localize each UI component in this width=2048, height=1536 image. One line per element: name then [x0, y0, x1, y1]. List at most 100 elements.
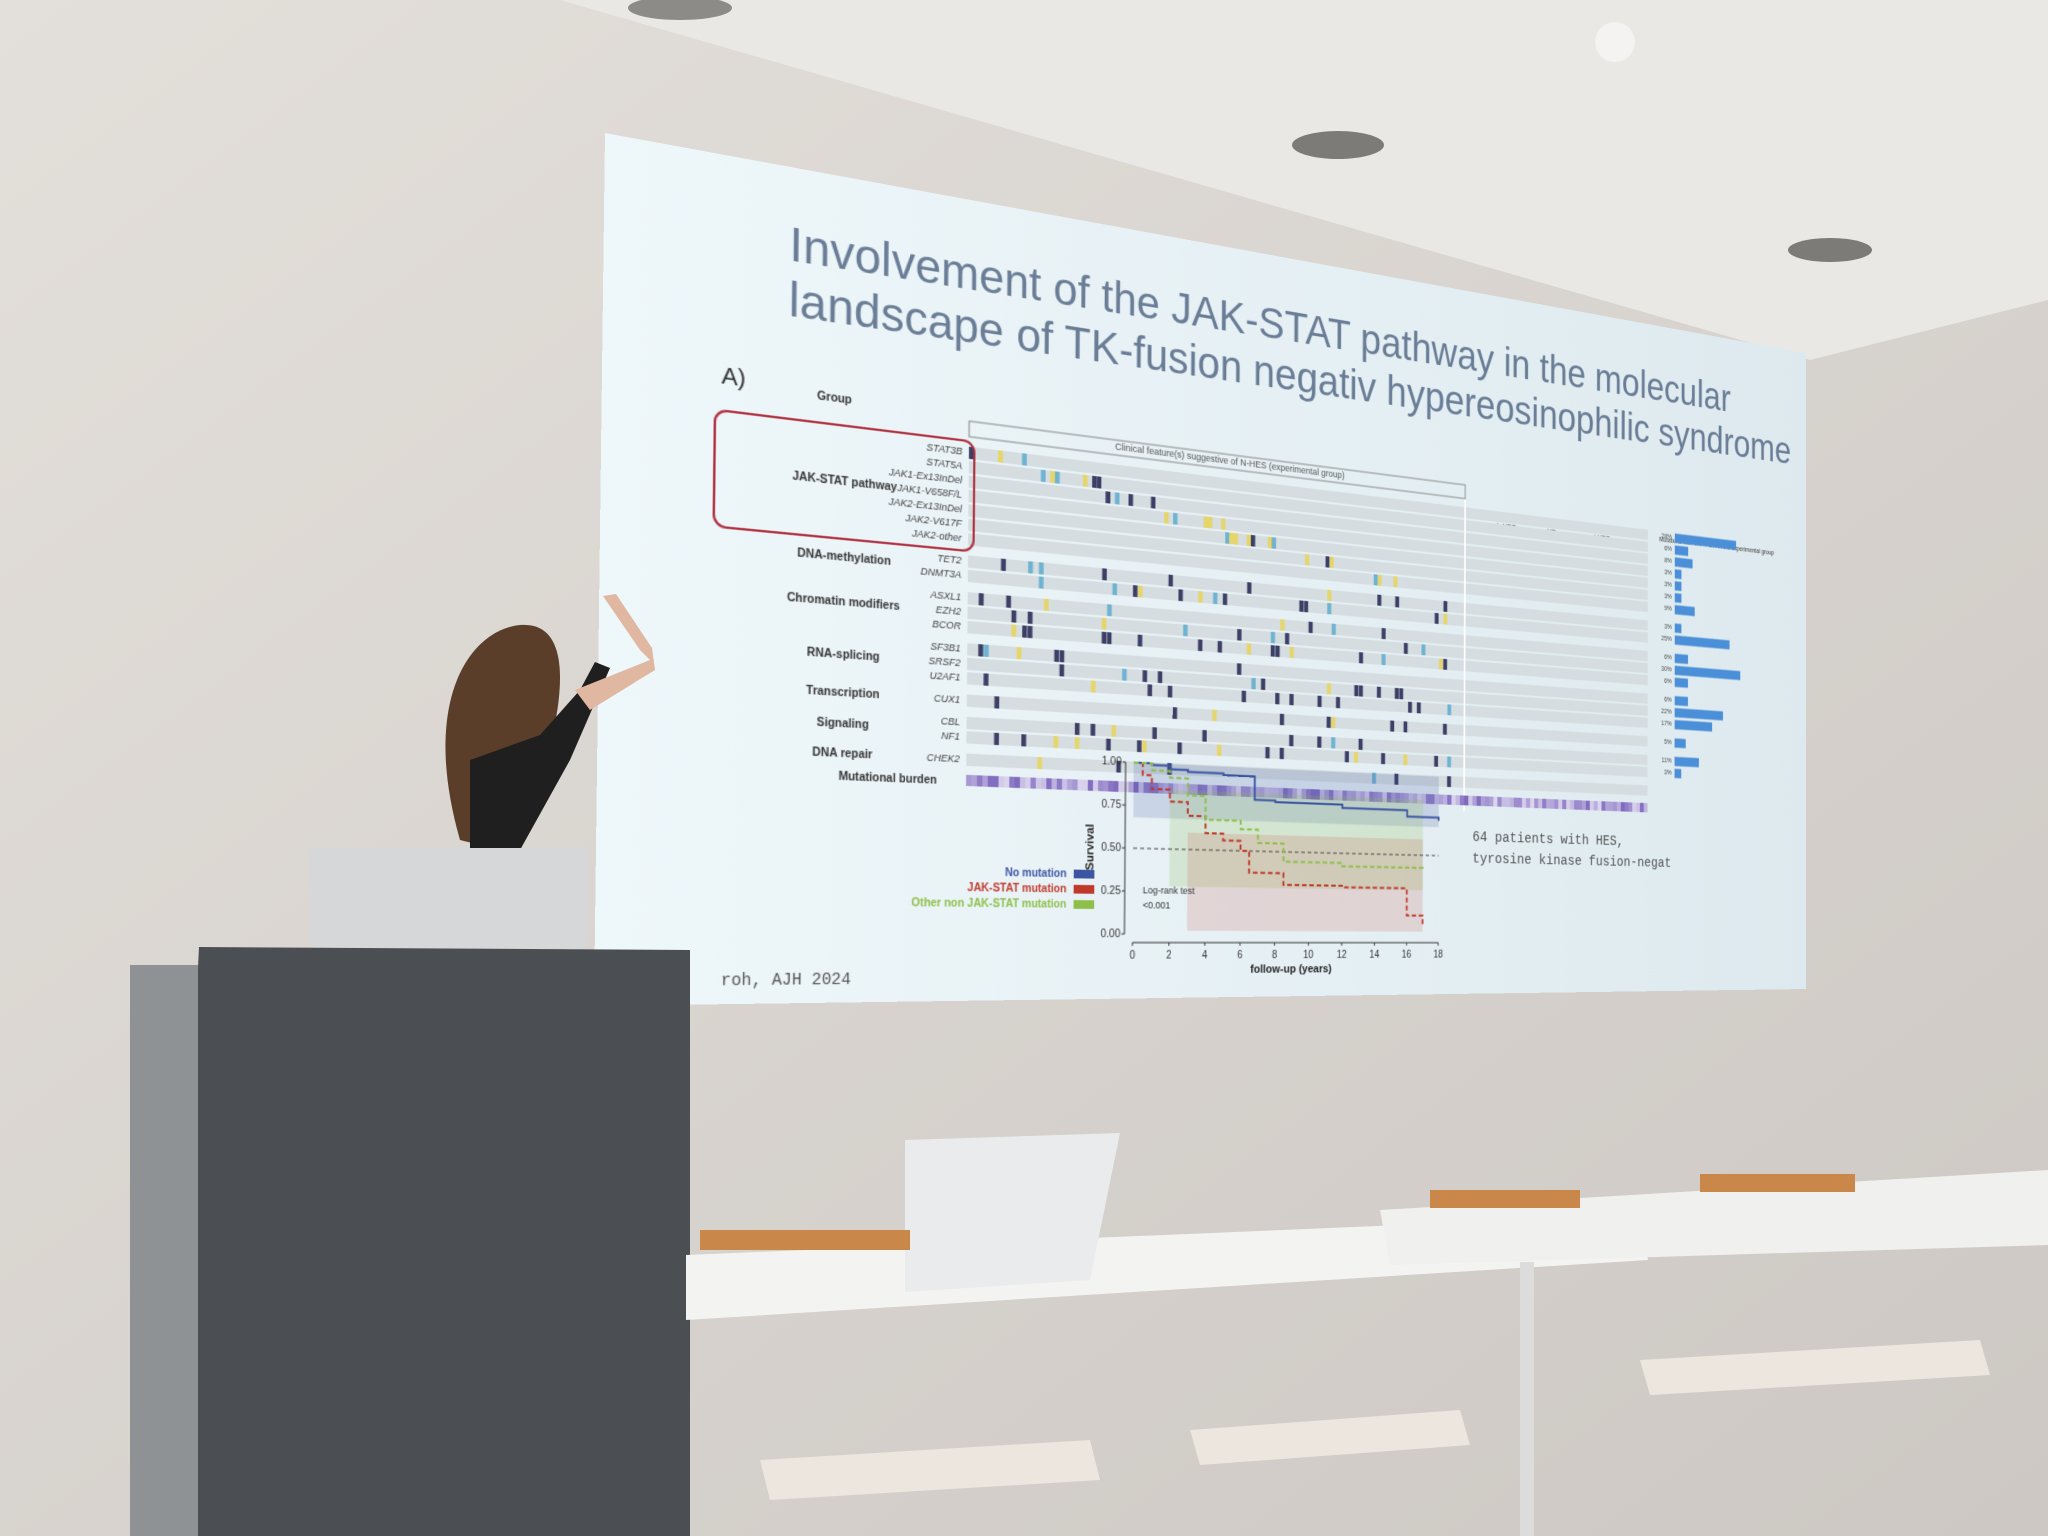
burden-tile	[1632, 802, 1637, 812]
burden-tile	[1566, 799, 1571, 810]
burden-tile	[1501, 797, 1506, 807]
ceiling-light	[628, 0, 732, 20]
burden-tile	[1517, 797, 1523, 808]
burden-tile	[1480, 796, 1486, 807]
mutation-tile	[1027, 611, 1033, 624]
burden-tile	[1041, 777, 1047, 790]
mutation-tile	[1096, 476, 1102, 489]
mutation-tile	[1137, 634, 1143, 647]
mutation-tile	[1203, 516, 1209, 529]
burden-tile	[1061, 778, 1068, 790]
burden-tile	[1643, 802, 1648, 813]
mutation-tile	[1142, 740, 1147, 753]
burden-tile	[1468, 795, 1473, 806]
burden-tile	[1464, 795, 1469, 806]
burden-tile	[1056, 778, 1063, 790]
mutation-tile	[1327, 602, 1332, 615]
bar-label: 25%	[1661, 635, 1672, 643]
burden-tile	[1521, 797, 1527, 808]
mutation-tile	[1329, 556, 1334, 569]
legend-swatch	[1073, 884, 1095, 894]
mutation-tile	[1164, 511, 1169, 524]
mutation-tile	[1395, 596, 1400, 608]
burden-tile	[1609, 801, 1614, 812]
mutation-tile	[978, 593, 984, 606]
bar-label: 6%	[1664, 545, 1672, 553]
bar	[1674, 677, 1688, 688]
mutation-tile	[1358, 738, 1363, 750]
bar	[1674, 593, 1682, 603]
mutation-tile	[1142, 670, 1148, 683]
mutation-tile	[1157, 671, 1163, 684]
mutation-tile	[1326, 683, 1331, 695]
mutation-tile	[1038, 562, 1044, 575]
gene-label: U2AF1	[930, 669, 961, 683]
mutation-tile	[1136, 740, 1142, 753]
burden-tile	[1128, 781, 1134, 793]
mutation-tile	[1236, 663, 1242, 675]
legend-label: Other non JAK-STAT mutation	[911, 896, 1066, 910]
burden-tile	[1447, 794, 1452, 805]
mutation-tile	[1393, 576, 1398, 588]
burden-tile	[1476, 796, 1481, 806]
burden-tile	[1601, 801, 1606, 811]
burden-tile	[1546, 798, 1551, 809]
mutation-tile	[1381, 752, 1386, 765]
burden-tile	[1581, 800, 1586, 811]
mutation-tile	[1327, 589, 1332, 602]
burden-tile	[1455, 795, 1460, 806]
mutation-tile	[1022, 625, 1028, 638]
burden-tile	[1103, 780, 1109, 792]
mutation-tile	[1092, 475, 1097, 489]
mutation-tile	[1172, 707, 1178, 720]
mutation-tile	[1229, 532, 1234, 545]
mutation-tile	[1285, 632, 1290, 645]
burden-tile	[1108, 780, 1114, 792]
mutation-tile	[1265, 746, 1270, 759]
x-tick-label: 12	[1337, 949, 1347, 960]
mutation-tile	[1250, 534, 1256, 547]
burden-tile	[1605, 801, 1610, 811]
burden-tile	[1636, 802, 1640, 813]
mutation-tile	[1107, 604, 1112, 617]
mutation-tile	[1279, 747, 1284, 760]
mutation-tile	[1112, 583, 1118, 596]
mutation-tile	[1222, 593, 1228, 606]
mutation-tile	[1289, 734, 1294, 747]
bar-label: 3%	[1664, 569, 1672, 577]
burden-tile	[1538, 798, 1543, 809]
gene-label: CUX1	[934, 692, 961, 705]
burden-tile	[1550, 799, 1555, 809]
mutation-tile	[1059, 664, 1065, 677]
mutation-tile	[1344, 751, 1349, 763]
mutation-tile	[1260, 678, 1266, 691]
burden-tile	[1593, 800, 1598, 811]
gene-label: ASXL1	[929, 589, 961, 603]
burden-tile	[1574, 800, 1579, 810]
subgroup-label: HEus	[1547, 527, 1563, 537]
burden-tile	[1472, 795, 1477, 806]
mutation-tile	[1011, 610, 1017, 623]
burden-tile	[1092, 780, 1099, 792]
mutation-tile	[978, 644, 984, 657]
burden-label: Mutational burden	[838, 769, 936, 786]
burden-tile	[1628, 802, 1633, 812]
mutation-tile	[1438, 658, 1443, 670]
mutation-tile	[1434, 755, 1439, 767]
group-header: Group	[817, 389, 852, 406]
mutation-tile	[1403, 754, 1408, 766]
gene-label: BCOR	[932, 618, 961, 632]
x-tick-label: 4	[1202, 949, 1208, 961]
mutation-tile	[1111, 724, 1117, 737]
mutation-tile	[994, 732, 999, 746]
y-tick-label: 0.50	[1101, 841, 1121, 853]
bar	[1674, 581, 1682, 592]
mutation-tile	[1225, 532, 1230, 545]
bar-label: 3%	[1664, 581, 1672, 589]
burden-tile	[976, 775, 983, 787]
gene-label: CBL	[941, 715, 960, 728]
mutation-tile	[1183, 624, 1188, 637]
bar	[1674, 653, 1689, 665]
mutation-tile	[1447, 776, 1451, 788]
x-axis-label: follow-up (years)	[1250, 963, 1331, 976]
